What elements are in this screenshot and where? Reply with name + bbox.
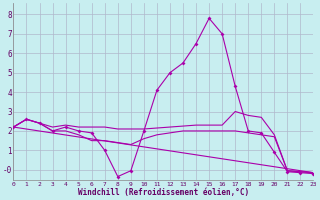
X-axis label: Windchill (Refroidissement éolien,°C): Windchill (Refroidissement éolien,°C) [78, 188, 249, 197]
